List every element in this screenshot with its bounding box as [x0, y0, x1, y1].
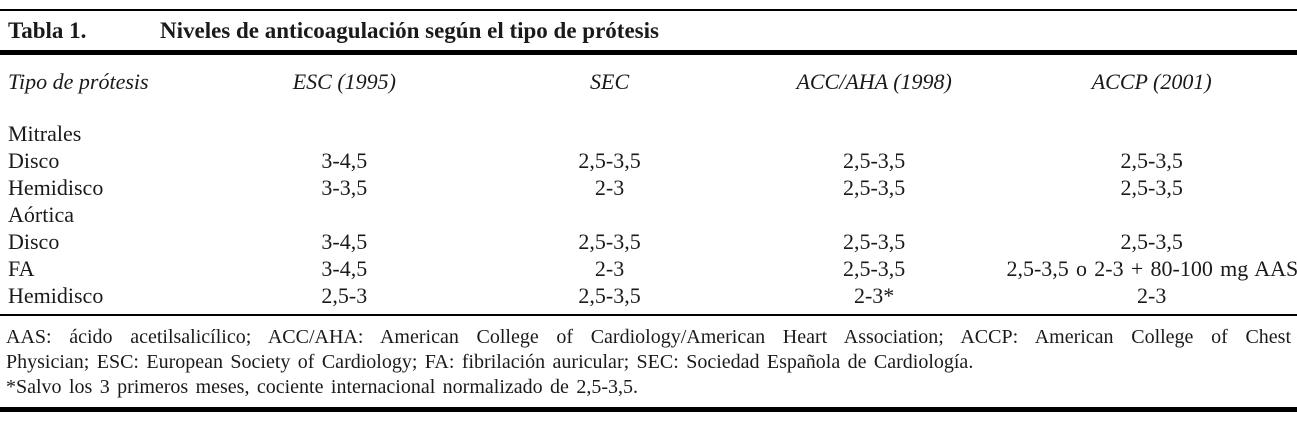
cell-value: 2,5-3,5	[578, 283, 641, 308]
table-number: Tabla 1.	[8, 18, 87, 43]
cell-value	[211, 120, 477, 147]
section-label: Aórtica	[8, 202, 74, 227]
row-label: Disco	[8, 229, 60, 254]
cell-value: 3-4,5	[321, 256, 368, 281]
cell-value	[477, 120, 742, 147]
table-caption: Tabla 1. Niveles de anticoagulación segú…	[0, 11, 1297, 50]
cell-value	[211, 201, 477, 228]
cell-value	[742, 120, 1007, 147]
column-header-acc-aha-1998: ACC/AHA (1998)	[796, 69, 952, 94]
row-spacer	[0, 94, 1297, 120]
cell-value: 2,5-3,5	[842, 175, 906, 200]
row-label: Hemidisco	[8, 283, 104, 308]
abbreviations-note-line1: AAS: ácido acetilsalicílico; ACC/AHA: Am…	[6, 326, 1291, 348]
cell-value: 2,5-3,5	[1120, 148, 1183, 173]
cell-value	[1006, 201, 1297, 228]
cell-value: 2-3	[594, 175, 625, 200]
row-label: FA	[8, 256, 35, 281]
cell-value: 2,5-3,5	[1120, 229, 1183, 254]
section-row-mitrales: Mitrales	[0, 120, 1297, 147]
footnote-rule	[0, 314, 1297, 316]
top-rule	[0, 9, 1297, 11]
cell-value	[477, 201, 742, 228]
row-label: Hemidisco	[8, 175, 104, 200]
cell-value: 2,5-3,5	[842, 229, 906, 254]
cell-value: 2,5-3,5	[578, 148, 641, 173]
section-row-aortica: Aórtica	[0, 201, 1297, 228]
bottom-rule	[0, 407, 1297, 412]
table-footnotes: AAS: ácido acetilsalicílico; ACC/AHA: Am…	[0, 316, 1297, 400]
row-label: Disco	[8, 148, 60, 173]
cell-value	[1006, 120, 1297, 147]
cell-value	[742, 201, 1007, 228]
abbreviations-note-line2: Physician; ESC: European Society of Card…	[6, 351, 974, 373]
cell-value: 2,5-3,5	[842, 148, 906, 173]
table-row-mitral-hemidisco: Hemidisco 3-3,5 2-3 2,5-3,5 2,5-3,5	[0, 174, 1297, 201]
cell-value: 3-4,5	[321, 148, 368, 173]
table-row-aortica-fa: FA 3-4,5 2-3 2,5-3,5 2,5-3,5 o 2-3 + 80-…	[0, 255, 1297, 282]
cell-value: 2-3	[1137, 283, 1167, 308]
cell-value: 2,5-3,5	[842, 256, 906, 281]
cell-value: 2,5-3	[321, 283, 368, 308]
caption-rule	[0, 50, 1297, 55]
table-row-aortica-disco: Disco 3-4,5 2,5-3,5 2,5-3,5 2,5-3,5	[0, 228, 1297, 255]
column-header-sec: SEC	[590, 69, 630, 94]
column-header-accp-2001: ACCP (2001)	[1091, 69, 1212, 94]
cell-value: 2-3	[594, 256, 625, 281]
cell-value: 2,5-3,5	[1120, 175, 1183, 200]
table-row-aortica-hemidisco: Hemidisco 2,5-3 2,5-3,5 2-3* 2-3	[0, 282, 1297, 309]
asterisk-footnote: *Salvo los 3 primeros meses, cociente in…	[6, 376, 638, 398]
cell-value: 2,5-3,5 o 2-3 + 80-100 mg AAS	[1006, 256, 1297, 281]
cell-value: 2,5-3,5	[578, 229, 641, 254]
section-label: Mitrales	[8, 121, 82, 146]
cell-value: 3-3,5	[321, 175, 368, 200]
cell-value: 2-3*	[853, 283, 895, 308]
table-title: Niveles de anticoagulación según el tipo…	[160, 18, 659, 43]
table-row-mitral-disco: Disco 3-4,5 2,5-3,5 2,5-3,5 2,5-3,5	[0, 147, 1297, 174]
cell-value: 3-4,5	[321, 229, 368, 254]
column-header-tipo-de-protesis: Tipo de prótesis	[8, 69, 149, 94]
prosthesis-anticoagulation-table: Tipo de prótesis ESC (1995) SEC ACC/AHA …	[0, 55, 1297, 309]
column-header-esc-1995: ESC (1995)	[292, 69, 396, 94]
header-row: Tipo de prótesis ESC (1995) SEC ACC/AHA …	[0, 55, 1297, 94]
